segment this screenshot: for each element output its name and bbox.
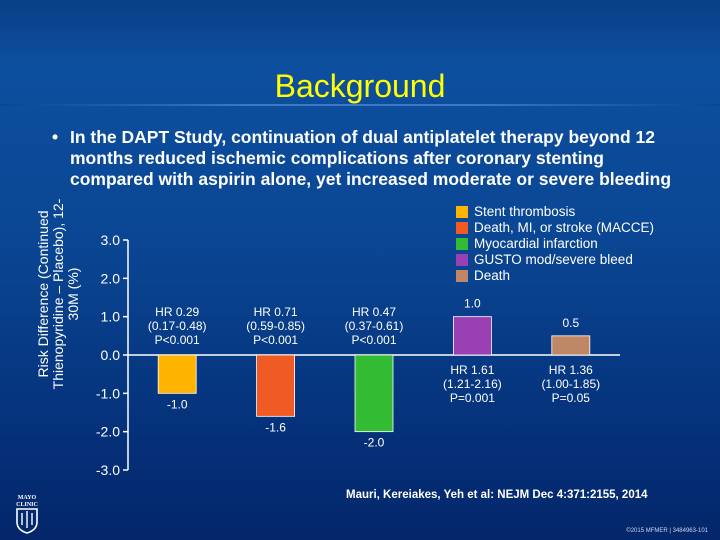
hr-annotation: HR 0.47 — [352, 305, 396, 319]
slide-title: Background — [274, 68, 446, 104]
copyright-notice: ©2015 MFMER | 3484963-101 — [626, 528, 708, 534]
hr-annotation: P<0.001 — [155, 333, 200, 347]
legend-swatch — [456, 270, 468, 282]
data-label: -1.0 — [167, 397, 188, 411]
legend-item: GUSTO mod/severe bleed — [456, 252, 654, 268]
y-tick-label: 2.0 — [101, 270, 121, 286]
legend-label: Death — [474, 268, 511, 283]
legend-item: Death, MI, or stroke (MACCE) — [456, 220, 654, 236]
mayo-clinic-logo: MAYO CLINIC — [16, 495, 38, 534]
hr-annotation: (0.37-0.61) — [345, 319, 404, 333]
data-label: -2.0 — [364, 436, 385, 450]
legend-label: GUSTO mod/severe bleed — [474, 252, 633, 267]
legend-item: Myocardial infarction — [456, 236, 654, 252]
hr-annotation: P<0.001 — [253, 333, 298, 347]
bar-5 — [551, 335, 591, 356]
y-tick-label: 3.0 — [101, 232, 121, 248]
legend-item: Death — [456, 268, 654, 284]
hr-annotation: (0.59-0.85) — [246, 319, 305, 333]
legend-swatch — [456, 254, 468, 266]
hr-annotation: HR 0.29 — [155, 305, 199, 319]
hr-annotation: P<0.001 — [351, 333, 396, 347]
legend-label: Death, MI, or stroke (MACCE) — [474, 220, 655, 235]
bar-1 — [157, 354, 197, 394]
svg-text:CLINIC: CLINIC — [16, 502, 38, 508]
hr-annotation: (1.21-2.16) — [443, 377, 502, 391]
legend-label: Stent thrombosis — [474, 204, 576, 219]
chart-legend: Stent thrombosis Death, MI, or stroke (MA… — [456, 204, 654, 284]
data-label: -1.6 — [265, 420, 286, 434]
y-tick-label: 1.0 — [101, 309, 121, 325]
hr-annotation: HR 1.36 — [549, 363, 593, 377]
bullet-text: In the DAPT Study, continuation of dual … — [70, 127, 672, 189]
data-label: 0.5 — [562, 316, 579, 330]
y-tick-label: -3.0 — [96, 462, 120, 478]
hr-annotation: (0.17-0.48) — [148, 319, 207, 333]
hr-annotation: (1.00-1.85) — [541, 377, 600, 391]
bullet-point: • In the DAPT Study, continuation of dua… — [52, 127, 692, 190]
bar-4 — [452, 316, 492, 356]
data-label: 1.0 — [464, 297, 481, 311]
bullet-dot-icon: • — [52, 127, 59, 147]
legend-swatch — [456, 206, 468, 218]
title-divider — [0, 104, 720, 106]
hr-annotation: HR 0.71 — [254, 305, 298, 319]
y-tick-label: -1.0 — [96, 385, 120, 401]
citation: Mauri, Kereiakes, Yeh et al: NEJM Dec 4:… — [346, 489, 648, 501]
y-tick-label: 0.0 — [101, 347, 121, 363]
hr-annotation: P=0.05 — [552, 391, 591, 405]
legend-label: Myocardial infarction — [474, 236, 598, 251]
hr-annotation: HR 1.61 — [450, 363, 494, 377]
svg-text:MAYO: MAYO — [18, 495, 37, 501]
bar-2 — [256, 354, 296, 417]
legend-swatch — [456, 222, 468, 234]
hr-annotation: P=0.001 — [450, 391, 495, 405]
legend-item: Stent thrombosis — [456, 204, 654, 220]
bar-3 — [354, 354, 394, 433]
legend-swatch — [456, 238, 468, 250]
y-tick-label: -2.0 — [96, 424, 120, 440]
